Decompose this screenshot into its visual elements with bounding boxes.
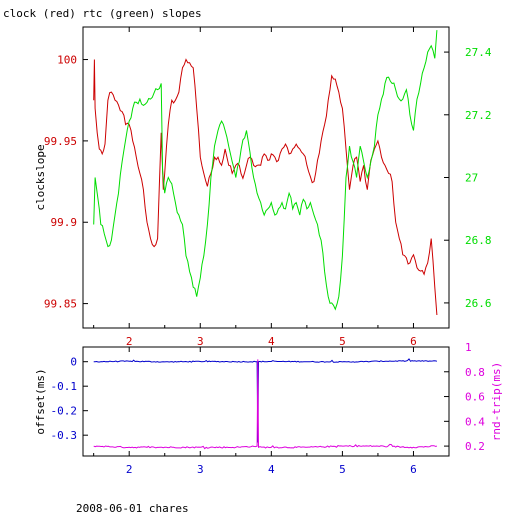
y2-tick-label: 1 <box>465 341 472 354</box>
x-tick-label: 4 <box>268 463 275 476</box>
y-tick-label: -0.1 <box>51 380 78 393</box>
y-tick-label: -0.2 <box>51 405 78 418</box>
y2-tick-label: 0.6 <box>465 391 485 404</box>
y2-axis-label: rnd-trip(ms) <box>490 362 503 441</box>
y-tick-label: 99.95 <box>44 135 77 148</box>
x-tick-label: 5 <box>339 463 346 476</box>
y2-tick-label: 0.2 <box>465 440 485 453</box>
x-tick-label: 2 <box>126 335 133 348</box>
x-tick-label: 5 <box>339 335 346 348</box>
y-tick-label: -0.3 <box>51 429 78 442</box>
y2-tick-label: 27.4 <box>465 46 492 59</box>
x-tick-label: 6 <box>410 463 417 476</box>
y2-tick-label: 0.4 <box>465 415 485 428</box>
series-line-1 <box>93 359 438 450</box>
y-axis-label: clockslope <box>34 144 47 210</box>
series-line-0 <box>93 358 438 443</box>
y-tick-label: 99.85 <box>44 298 77 311</box>
x-tick-label: 3 <box>197 335 204 348</box>
x-tick-label: 6 <box>410 335 417 348</box>
bottom-panel: 2 3 4 5 6 -0.3 -0.2 -0.1 0 0.2 0.4 0.6 0.8 1 offset(ms… <box>34 341 503 476</box>
x-tick-label: 3 <box>197 463 204 476</box>
footer-note: 2008-06-01 chares <box>76 502 189 515</box>
y-tick-label: 99.9 <box>51 216 78 229</box>
chart-title: clock (red) rtc (green) slopes <box>3 7 202 20</box>
plot-frame <box>82 26 450 329</box>
x-tick-label: 4 <box>268 335 275 348</box>
y2-tick-label: 26.6 <box>465 297 492 310</box>
y2-tick-label: 0.8 <box>465 366 485 379</box>
y2-tick-label: 27 <box>465 172 478 185</box>
y2-tick-label: 26.8 <box>465 234 492 247</box>
y-tick-label: 0 <box>70 356 77 369</box>
y-tick-label: 100 <box>57 54 77 67</box>
x-tick-label: 2 <box>126 463 133 476</box>
series-line-0 <box>93 58 438 316</box>
y-axis-label: offset(ms) <box>34 368 47 434</box>
y2-tick-label: 27.2 <box>465 109 492 122</box>
plot-frame <box>82 346 450 457</box>
series-line-1 <box>93 30 438 311</box>
top-panel: 2 3 4 5 6 99.85 99.9 99.95 100 26.6 26.8 27 27.2 27.4… <box>34 26 492 348</box>
